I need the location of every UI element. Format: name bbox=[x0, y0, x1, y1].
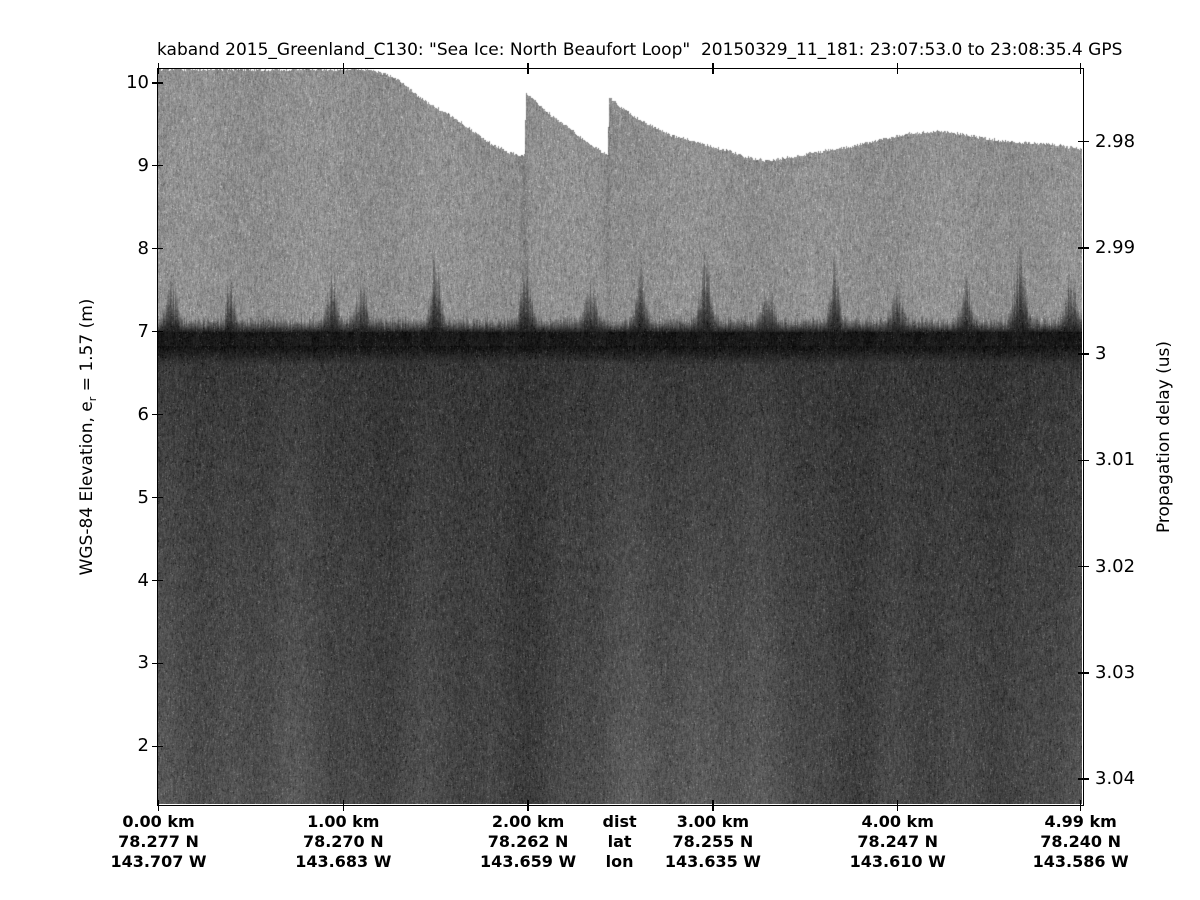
x-axis-label-lat: 78.247 N bbox=[857, 832, 939, 851]
left-axis-tick-label: 4 bbox=[137, 569, 149, 591]
right-axis-tick bbox=[1078, 778, 1089, 780]
right-axis-tick-label: 3.02 bbox=[1095, 555, 1136, 577]
x-axis-label-lon: 143.635 W bbox=[664, 852, 761, 871]
x-axis-tick-bottom bbox=[527, 800, 529, 811]
left-axis-tick bbox=[152, 82, 163, 84]
x-axis-row-name: lat bbox=[607, 832, 632, 851]
right-axis-label: Propagation delay (us) bbox=[1154, 340, 1174, 534]
right-axis-tick-label: 3.01 bbox=[1095, 449, 1136, 471]
right-axis-tick-label: 3.03 bbox=[1095, 661, 1136, 683]
x-axis-label-column: 1.00 km 78.270 N 143.683 W bbox=[268, 812, 418, 872]
left-axis-tick bbox=[152, 413, 163, 416]
right-axis-tick-label: 3 bbox=[1095, 343, 1107, 365]
left-axis-tick bbox=[152, 662, 163, 665]
left-axis-tick-label: 8 bbox=[137, 237, 149, 259]
x-axis-label-column: 0.00 km 78.277 N 143.707 W bbox=[84, 812, 234, 872]
left-axis-tick bbox=[152, 164, 163, 167]
right-axis-tick-label: 2.99 bbox=[1095, 236, 1136, 258]
left-axis-tick-label: 7 bbox=[137, 320, 149, 342]
right-axis-tick bbox=[1078, 247, 1089, 249]
left-axis-tick bbox=[152, 496, 163, 499]
x-axis-tick-top bbox=[712, 63, 714, 74]
left-axis-tick-label: 10 bbox=[126, 71, 149, 93]
figure-title: kaband 2015_Greenland_C130: "Sea Ice: No… bbox=[157, 40, 1123, 60]
x-axis-label-dist: 2.00 km bbox=[491, 812, 565, 831]
x-axis-label-column: 4.00 km 78.247 N 143.610 W bbox=[823, 812, 973, 872]
left-axis-tick bbox=[152, 745, 163, 748]
x-axis-row-names: dist lat lon bbox=[545, 812, 695, 872]
left-axis-tick bbox=[152, 579, 163, 582]
right-axis-tick bbox=[1078, 353, 1089, 355]
x-axis-tick-bottom bbox=[342, 800, 345, 811]
x-axis-label-lat: 78.255 N bbox=[672, 832, 754, 851]
x-axis-tick-bottom bbox=[1079, 800, 1082, 811]
x-axis-row-name: lon bbox=[605, 852, 634, 871]
x-axis-label-column: 2.00 km 78.262 N 143.659 W bbox=[453, 812, 603, 872]
left-axis-label-suffix: = 1.57 (m) bbox=[76, 298, 97, 397]
x-axis-row-name: dist bbox=[602, 812, 637, 831]
x-axis-label-dist: 3.00 km bbox=[676, 812, 750, 831]
right-axis-tick bbox=[1078, 672, 1089, 674]
left-axis-tick-label: 6 bbox=[137, 403, 149, 425]
x-axis-tick-top bbox=[342, 63, 345, 74]
x-axis-tick-top bbox=[896, 63, 899, 74]
echogram-canvas bbox=[158, 69, 1082, 804]
x-axis-tick-bottom bbox=[157, 800, 160, 811]
x-axis-label-lon: 143.586 W bbox=[1032, 852, 1129, 871]
right-axis-tick bbox=[1078, 459, 1089, 462]
x-axis-tick-bottom bbox=[712, 800, 714, 811]
x-axis-label-lat: 78.240 N bbox=[1040, 832, 1121, 851]
right-axis-tick-label: 2.98 bbox=[1095, 130, 1136, 152]
x-axis-label-dist: 4.00 km bbox=[861, 812, 934, 831]
x-axis-label-dist: 0.00 km bbox=[122, 812, 195, 831]
left-axis-tick-label: 5 bbox=[137, 486, 149, 508]
left-axis-tick-label: 9 bbox=[137, 154, 149, 176]
x-axis-tick-top bbox=[1079, 63, 1082, 74]
x-axis-label-lat: 78.270 N bbox=[302, 832, 384, 851]
left-axis-tick-label: 3 bbox=[137, 652, 149, 674]
left-axis-label-subscript: r bbox=[86, 396, 100, 402]
x-axis-label-column: 4.99 km 78.240 N 143.586 W bbox=[1006, 812, 1156, 872]
x-axis-tick-bottom bbox=[896, 800, 899, 811]
x-axis-label-lon: 143.683 W bbox=[295, 852, 392, 871]
right-axis-tick bbox=[1078, 140, 1089, 143]
x-axis-label-column: 3.00 km 78.255 N 143.635 W bbox=[638, 812, 788, 872]
x-axis-label-dist: 1.00 km bbox=[307, 812, 380, 831]
x-axis-tick-top bbox=[527, 63, 529, 74]
x-axis-label-lon: 143.707 W bbox=[110, 852, 207, 871]
x-axis-label-lon: 143.659 W bbox=[480, 852, 577, 871]
left-axis-tick bbox=[152, 247, 163, 250]
x-axis-label-dist: 4.99 km bbox=[1044, 812, 1117, 831]
plot-area bbox=[157, 68, 1084, 806]
x-axis-label-lon: 143.610 W bbox=[849, 852, 946, 871]
right-axis-tick-label: 3.04 bbox=[1095, 768, 1136, 789]
left-axis-tick-label: 2 bbox=[137, 735, 149, 757]
left-axis-tick bbox=[152, 330, 163, 333]
right-axis-tick bbox=[1078, 565, 1089, 568]
x-axis-tick-top bbox=[157, 63, 160, 74]
x-axis-label-lat: 78.262 N bbox=[487, 832, 569, 851]
x-axis-label-lat: 78.277 N bbox=[118, 832, 199, 851]
